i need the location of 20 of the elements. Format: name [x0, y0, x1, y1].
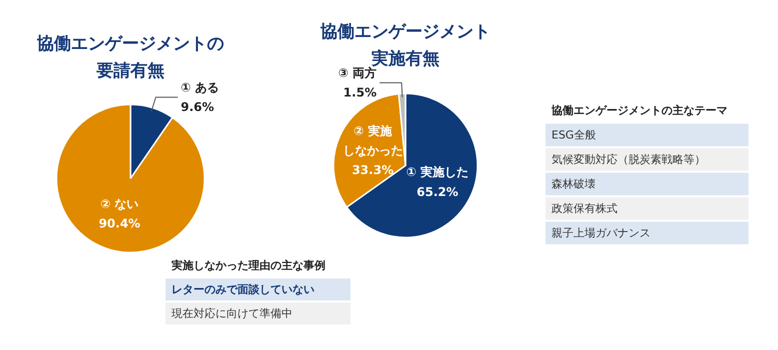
- text: ESG全般: [552, 128, 596, 142]
- data-label: 65.2%: [416, 184, 458, 199]
- slice-label: ② 実施しなかった: [342, 124, 403, 158]
- text: 気候変動対応（脱炭素戦略等）: [552, 153, 706, 166]
- data-label: 1.5%: [343, 86, 377, 100]
- slice-label: ① 実施した: [406, 165, 469, 180]
- data-label: 33.3%: [352, 163, 394, 178]
- text: 現在対応に向けて準備中: [172, 307, 292, 320]
- text: 協働エンゲージメントの主なテーマ: [550, 104, 728, 117]
- text: 政策保有株式: [552, 202, 618, 215]
- text: 親子上場ガバナンス: [552, 226, 650, 240]
- data-label: 9.6%: [180, 100, 214, 114]
- slice-label: ② ない: [100, 197, 139, 212]
- data-label: 90.4%: [98, 216, 140, 231]
- slice-label: ③ 両方: [338, 66, 377, 80]
- text: レターのみで面談していない: [172, 283, 314, 296]
- text: 実施しなかった理由の主な事例: [170, 259, 326, 272]
- text: 森林破壊: [552, 178, 596, 190]
- chart-title: 協働エンゲージメントの要請有無: [36, 34, 224, 81]
- slice-label: ① ある: [180, 80, 220, 94]
